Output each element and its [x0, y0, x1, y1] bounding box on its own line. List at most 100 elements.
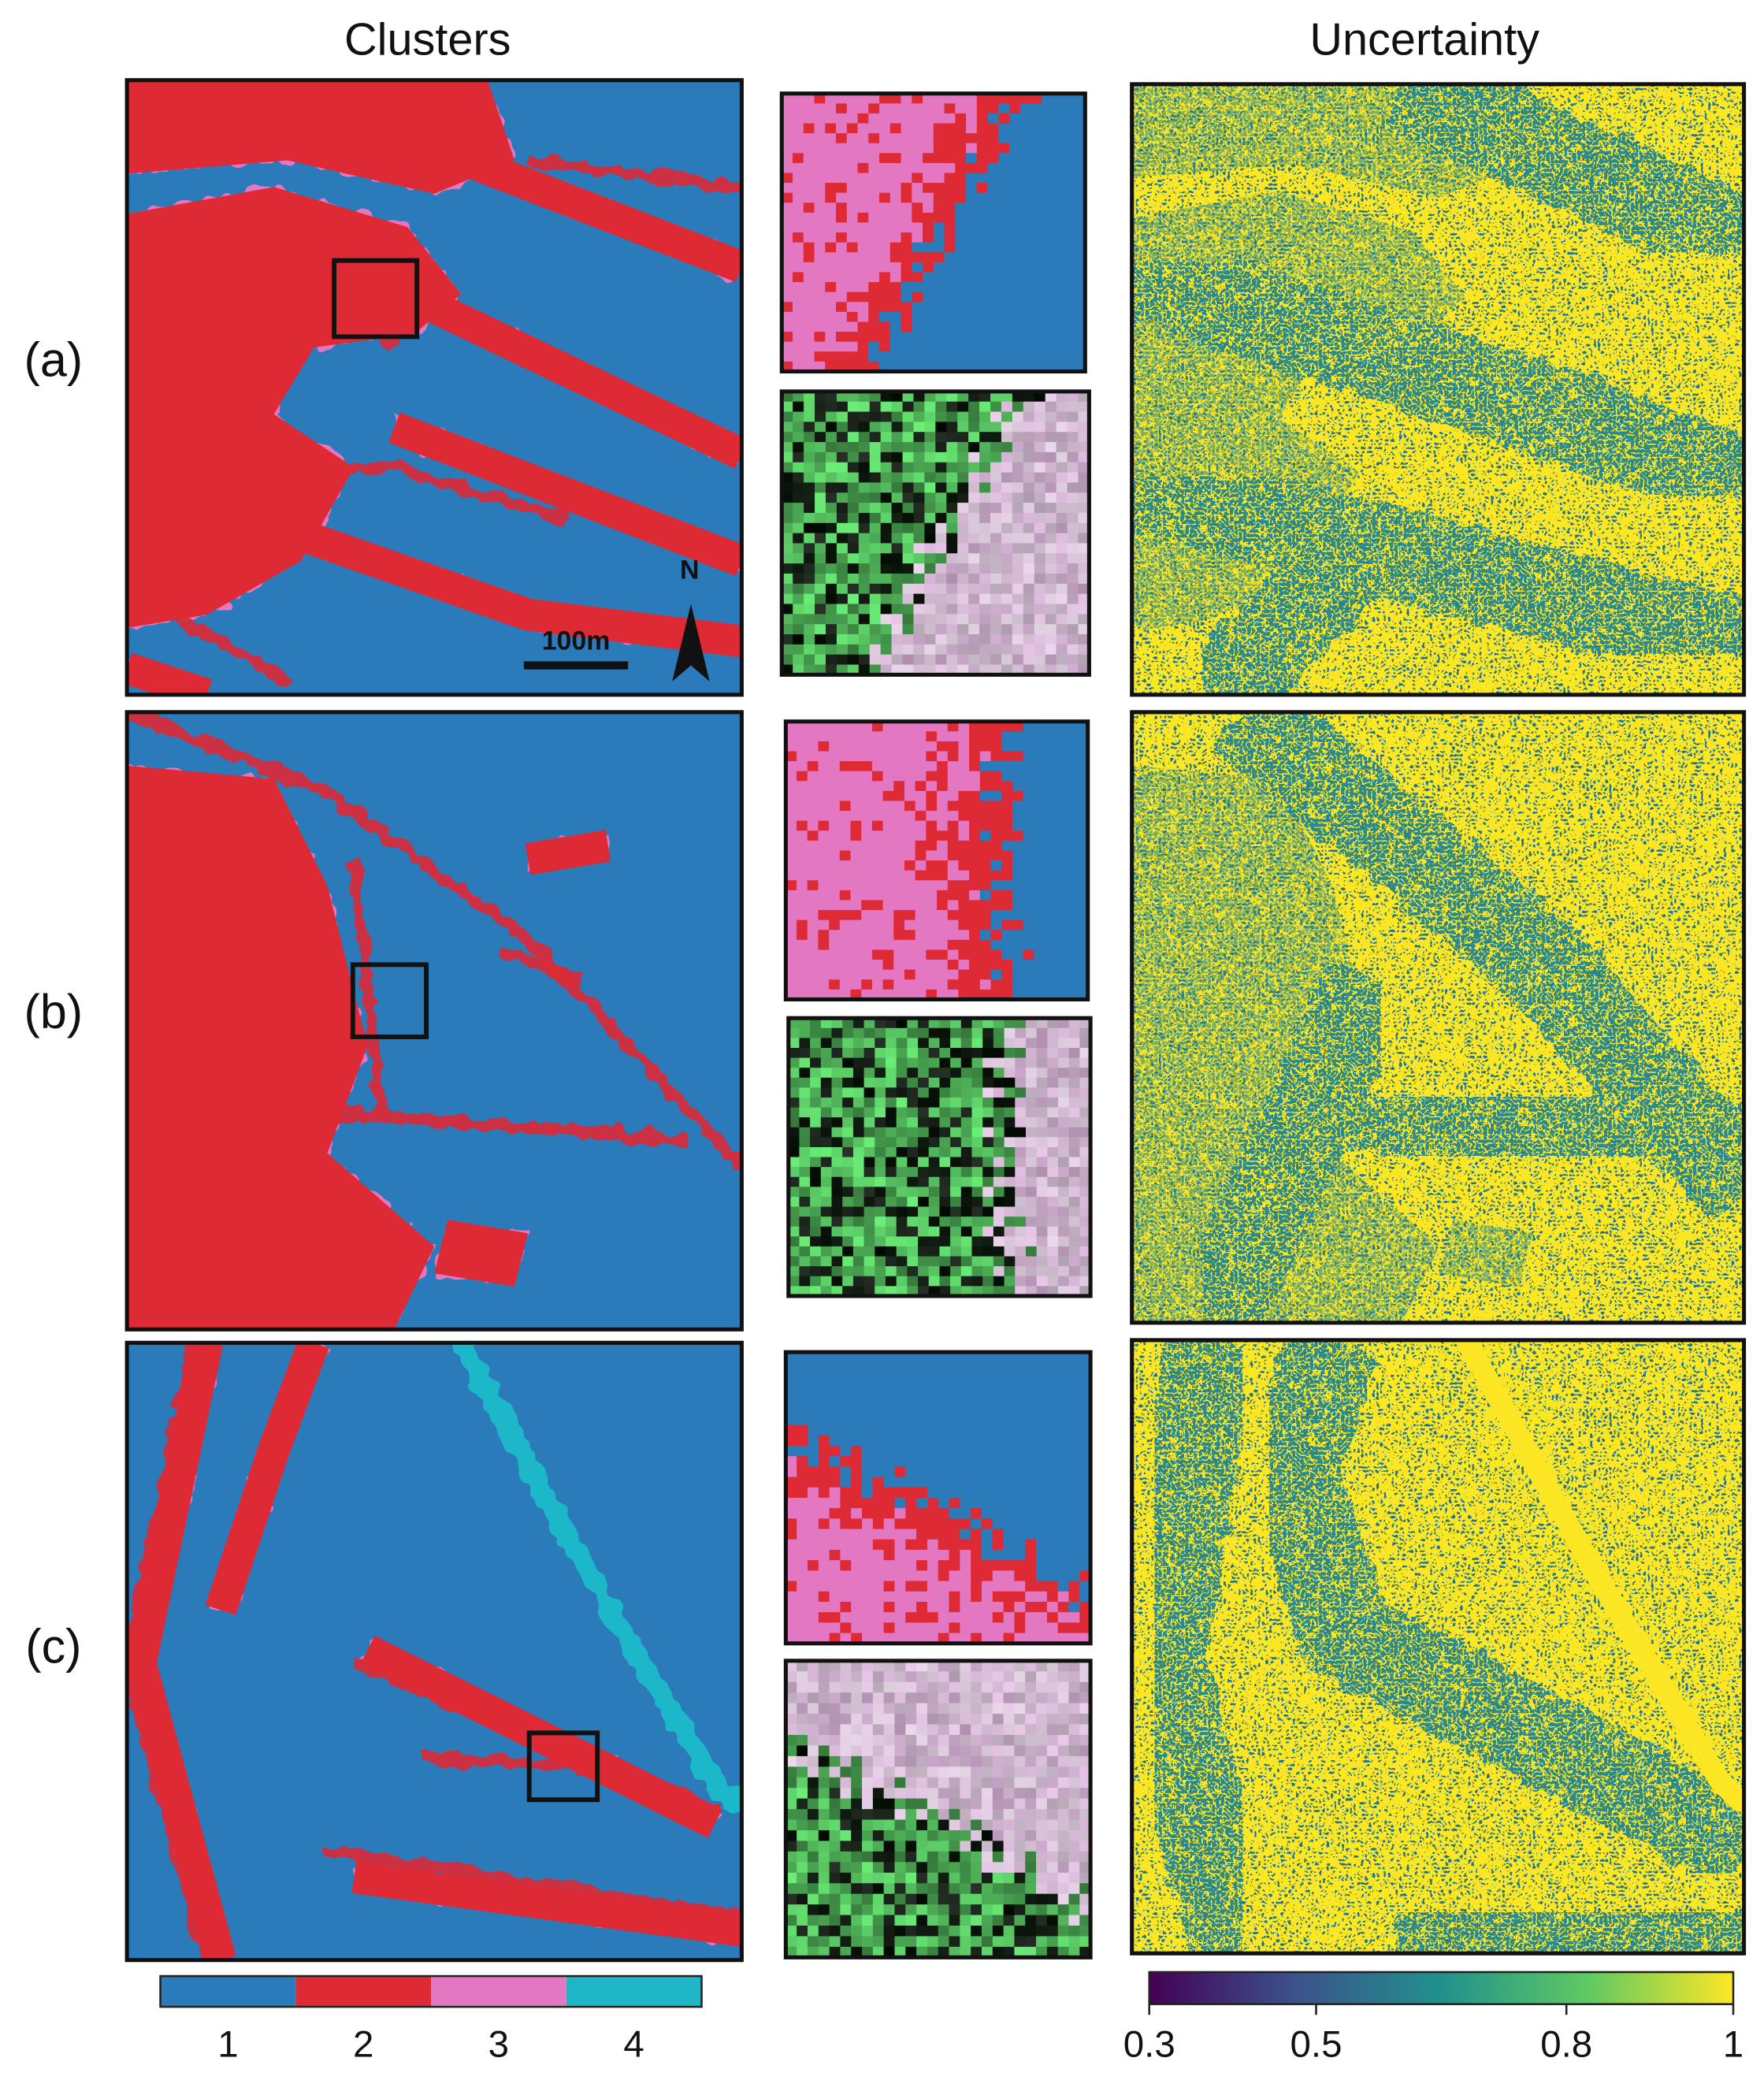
inset-pixel — [803, 212, 815, 224]
inset-pixel — [820, 1068, 833, 1079]
inset-pixel — [982, 1137, 994, 1148]
inset-pixel — [971, 1352, 982, 1364]
inset-pixel — [939, 1038, 951, 1049]
inset-pixel — [852, 1217, 865, 1228]
inset-pixel — [939, 1187, 951, 1198]
inset-pixel — [950, 1077, 962, 1089]
inset-pixel — [938, 1671, 950, 1683]
inset-pixel — [1014, 1829, 1026, 1842]
inset-pixel — [1047, 1117, 1059, 1128]
inset-pixel — [968, 451, 980, 463]
inset-pixel — [831, 1196, 843, 1208]
inset-pixel — [1042, 113, 1053, 124]
inset-pixel — [1023, 462, 1035, 474]
inset-pixel — [1014, 1819, 1026, 1831]
inset-pixel — [831, 1217, 843, 1228]
inset-pixel — [807, 1681, 819, 1693]
inset-pixel — [810, 1047, 822, 1059]
inset-pixel — [1012, 654, 1024, 666]
inset-pixel — [1079, 1176, 1091, 1188]
inset-pixel — [1066, 880, 1078, 891]
inset-pixel — [927, 1851, 939, 1863]
inset-pixel — [829, 949, 841, 960]
inset-pixel — [1066, 830, 1078, 841]
inset-pixel — [799, 1276, 811, 1287]
inset-pixel — [990, 512, 1002, 524]
inset-pixel — [990, 573, 1002, 585]
inset-pixel — [829, 1539, 841, 1551]
inset-pixel — [857, 282, 869, 293]
inset-pixel — [933, 272, 945, 283]
inset-pixel — [1042, 143, 1053, 154]
inset-pixel — [885, 1157, 897, 1168]
inset-pixel — [891, 664, 904, 676]
inset-pixel — [857, 222, 869, 233]
inset-pixel — [868, 351, 880, 362]
inset-pixel — [901, 332, 912, 343]
inset-pixel — [990, 451, 1002, 463]
inset-pixel — [799, 1038, 811, 1049]
inset-pixel — [1001, 890, 1013, 901]
inset-pixel — [857, 183, 869, 194]
inset-pixel — [883, 1466, 896, 1478]
inset-pixel — [814, 351, 826, 362]
inset-pixel — [861, 761, 873, 772]
inset-pixel — [979, 624, 991, 635]
inset-pixel — [947, 900, 960, 911]
inset-pixel — [1012, 900, 1024, 911]
inset-pixel — [935, 654, 947, 666]
inset-pixel — [1023, 624, 1035, 635]
inset-pixel — [981, 1373, 993, 1384]
inset-pixel — [818, 1755, 830, 1767]
inset-pixel — [782, 262, 793, 273]
inset-pixel — [907, 1196, 919, 1208]
inset-pixel — [1053, 162, 1064, 174]
inset-pixel — [918, 1146, 930, 1158]
inset-pixel — [905, 1414, 917, 1426]
inset-pixel — [905, 1703, 917, 1714]
inset-pixel — [847, 664, 860, 676]
inset-pixel — [782, 113, 793, 124]
inset-pixel — [990, 850, 1002, 861]
inset-pixel — [1074, 332, 1086, 343]
inset-pixel — [1004, 1097, 1016, 1109]
inset-pixel — [957, 664, 969, 676]
inset-pixel — [907, 1018, 919, 1029]
inset-pixel — [1009, 162, 1021, 174]
inset-pixel — [955, 272, 967, 283]
inset-pixel — [1057, 1809, 1070, 1821]
inset-pixel — [1001, 624, 1013, 635]
inset-pixel — [826, 583, 837, 595]
inset-pixel — [1067, 543, 1079, 554]
inset-pixel — [1078, 664, 1090, 676]
inset-pixel — [971, 1671, 982, 1683]
inset-pixel — [1055, 949, 1068, 960]
inset-pixel — [785, 1456, 797, 1468]
inset-pixel — [880, 422, 893, 433]
inset-pixel — [1014, 1602, 1026, 1613]
inset-pixel — [829, 939, 841, 951]
inset-pixel — [971, 1777, 982, 1789]
inset-pixel — [1003, 1425, 1016, 1436]
inset-pixel — [1079, 1373, 1091, 1384]
inset-pixel — [1023, 910, 1034, 921]
inset-pixel — [1003, 1622, 1016, 1634]
inset-pixel — [847, 472, 860, 484]
inset-pixel — [1036, 1038, 1049, 1049]
inset-pixel — [807, 1362, 819, 1374]
inset-pixel — [1079, 1425, 1091, 1436]
inset-pixel — [990, 771, 1002, 782]
inset-pixel — [946, 563, 958, 574]
inset-pixel — [836, 553, 849, 564]
inset-pixel — [1034, 503, 1046, 514]
inset-pixel — [1036, 1435, 1048, 1447]
inset-pixel — [918, 1266, 930, 1277]
inset-pixel — [896, 1196, 908, 1208]
inset-pixel — [990, 654, 1002, 666]
inset-pixel — [938, 1660, 950, 1672]
inset-pixel — [1074, 103, 1086, 114]
inset-pixel — [1023, 593, 1035, 605]
inset-pixel — [1004, 1018, 1016, 1029]
inset-pixel — [1078, 492, 1090, 503]
inset-pixel — [850, 930, 862, 941]
